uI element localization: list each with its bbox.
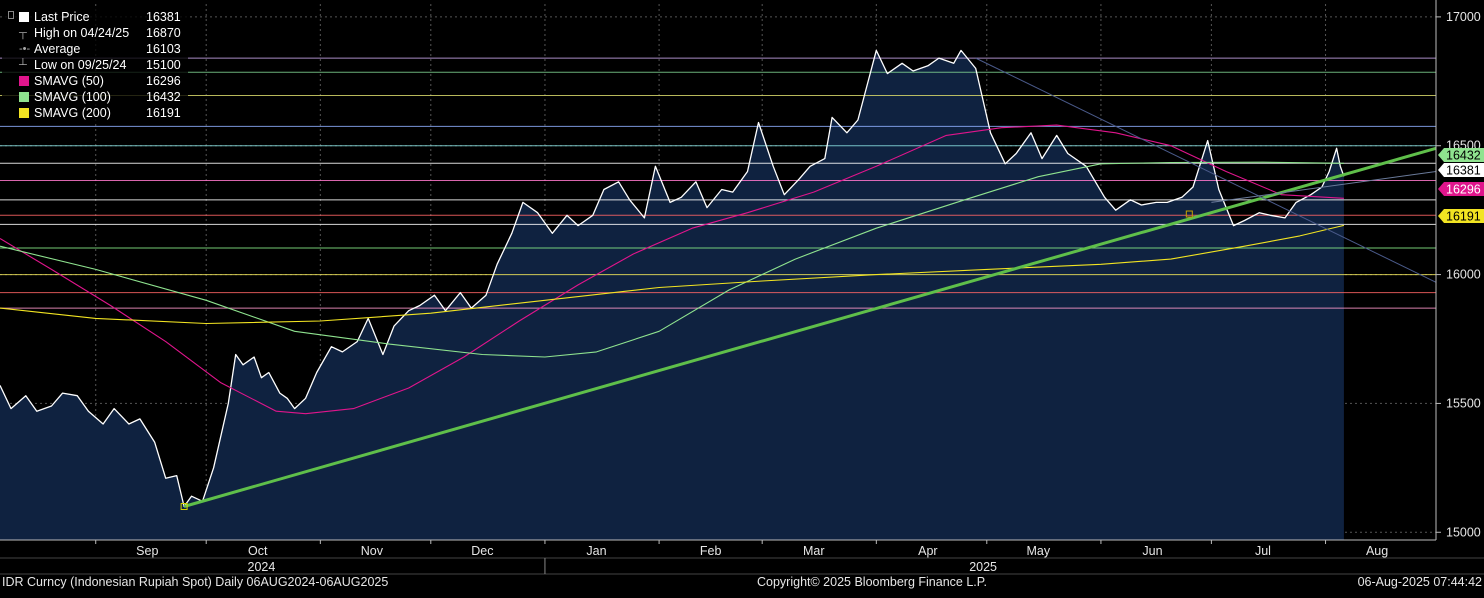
- y-tick-label: 17000: [1446, 10, 1481, 24]
- footer-security-info: IDR Curncy (Indonesian Rupiah Spot) Dail…: [2, 575, 389, 589]
- x-tick-label: Jul: [1255, 544, 1271, 558]
- price-tag-label: 16381: [1446, 164, 1481, 178]
- legend-value: 16432: [146, 90, 181, 104]
- legend-label: Average: [34, 42, 81, 56]
- x-tick-label: Apr: [918, 544, 937, 558]
- legend-label: SMAVG (200): [34, 106, 111, 120]
- price-tag-bg: [1438, 209, 1484, 223]
- y-tick-label: 15000: [1446, 525, 1481, 539]
- smavg-line: [0, 124, 1344, 415]
- legend-value: 16191: [146, 106, 181, 120]
- legend-value: 16103: [146, 42, 181, 56]
- anchor-marker: [1185, 210, 1193, 218]
- x-tick-label: Feb: [700, 544, 722, 558]
- price-tag-bg: [1438, 148, 1484, 162]
- x-tick-label: Nov: [361, 544, 384, 558]
- low-marker-icon: ┴: [19, 59, 27, 71]
- price-area-fill: [0, 50, 1344, 541]
- legend-item: ┬ High on 04/24/25 16870: [2, 25, 188, 41]
- price-tag-label: 16432: [1446, 149, 1481, 163]
- price-tag-label: 16191: [1446, 210, 1481, 224]
- legend-label: SMAVG (50): [34, 74, 104, 88]
- trend-line: [1211, 171, 1437, 203]
- avg-marker-icon: -•-: [19, 43, 31, 55]
- trend-line: [183, 146, 1437, 508]
- legend-label: Last Price: [34, 10, 90, 24]
- x-tick-label: Dec: [471, 544, 493, 558]
- year-label: 2024: [248, 560, 276, 574]
- price-tag-bg: [1438, 163, 1484, 177]
- trend-line: [975, 57, 1437, 283]
- high-marker-icon: ┬: [19, 27, 27, 39]
- x-tick-label: Mar: [803, 544, 825, 558]
- smavg-line: [0, 161, 1344, 358]
- footer-timestamp: 06-Aug-2025 07:44:42: [1357, 575, 1482, 589]
- x-tick-label: Jun: [1142, 544, 1162, 558]
- legend-item: -•- Average 16103: [2, 41, 188, 57]
- x-tick-label: Oct: [248, 544, 268, 558]
- legend-item: SMAVG (100) 16432: [2, 89, 188, 105]
- anchor-marker: [180, 503, 188, 510]
- footer-copyright: Copyright© 2025 Bloomberg Finance L.P.: [757, 575, 987, 589]
- legend-value: 15100: [146, 58, 181, 72]
- legend-item: Last Price 16381: [2, 9, 188, 25]
- legend-swatch: [19, 108, 29, 118]
- legend-item: SMAVG (50) 16296: [2, 73, 188, 89]
- chart-legend: Last Price 16381 ┬ High on 04/24/25 16870 -•-…: [2, 7, 188, 123]
- x-tick-label: Aug: [1366, 544, 1388, 558]
- x-tick-label: May: [1027, 544, 1051, 558]
- legend-collapse-icon[interactable]: [8, 11, 14, 19]
- legend-item: ┴ Low on 09/25/24 15100: [2, 57, 188, 73]
- legend-swatch: [19, 92, 29, 102]
- price-tag-label: 16296: [1446, 183, 1481, 197]
- year-label: 2025: [969, 560, 997, 574]
- smavg-line: [0, 224, 1345, 325]
- y-tick-label: 16000: [1446, 268, 1481, 282]
- x-tick-label: Sep: [136, 544, 158, 558]
- legend-value: 16296: [146, 74, 181, 88]
- legend-swatch: [19, 76, 29, 86]
- legend-item: SMAVG (200) 16191: [2, 105, 188, 121]
- legend-swatch: [19, 12, 29, 22]
- x-tick-label: Jan: [586, 544, 606, 558]
- legend-value: 16870: [146, 26, 181, 40]
- legend-label: SMAVG (100): [34, 90, 111, 104]
- legend-value: 16381: [146, 10, 181, 24]
- legend-label: Low on 09/25/24: [34, 58, 127, 72]
- legend-label: High on 04/24/25: [34, 26, 130, 40]
- y-tick-label: 15500: [1446, 396, 1481, 410]
- last-price-line: [0, 49, 1345, 508]
- price-tag-bg: [1438, 182, 1484, 196]
